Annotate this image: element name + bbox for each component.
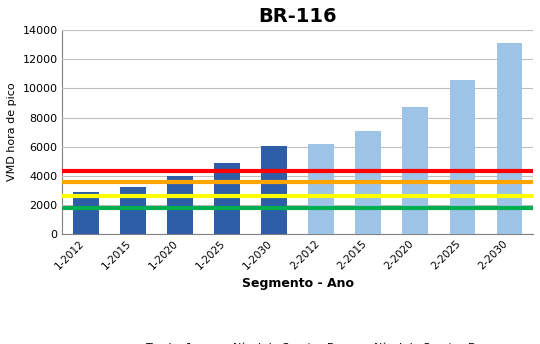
Title: BR-116: BR-116 — [259, 7, 337, 26]
Bar — [167, 180, 193, 234]
Bar — [497, 43, 523, 234]
X-axis label: Segmento - Ano: Segmento - Ano — [242, 277, 354, 290]
Bar — [214, 169, 240, 234]
Bar — [355, 131, 381, 234]
Bar — [261, 150, 287, 234]
Bar — [120, 187, 146, 234]
Legend: Trecho 1, Trecho 2, Nível de Serviço B, Nível de Serviço C, Nível de Serviço D, : Trecho 1, Trecho 2, Nível de Serviço B, … — [113, 337, 482, 344]
Bar — [214, 163, 240, 234]
Bar — [261, 146, 287, 234]
Bar — [120, 190, 146, 234]
Bar — [167, 176, 193, 234]
Bar — [73, 192, 99, 234]
Bar — [402, 107, 428, 234]
Bar — [449, 80, 475, 234]
Bar — [308, 144, 334, 234]
Bar — [73, 195, 99, 234]
Y-axis label: VMD hora de pico: VMD hora de pico — [7, 83, 17, 181]
